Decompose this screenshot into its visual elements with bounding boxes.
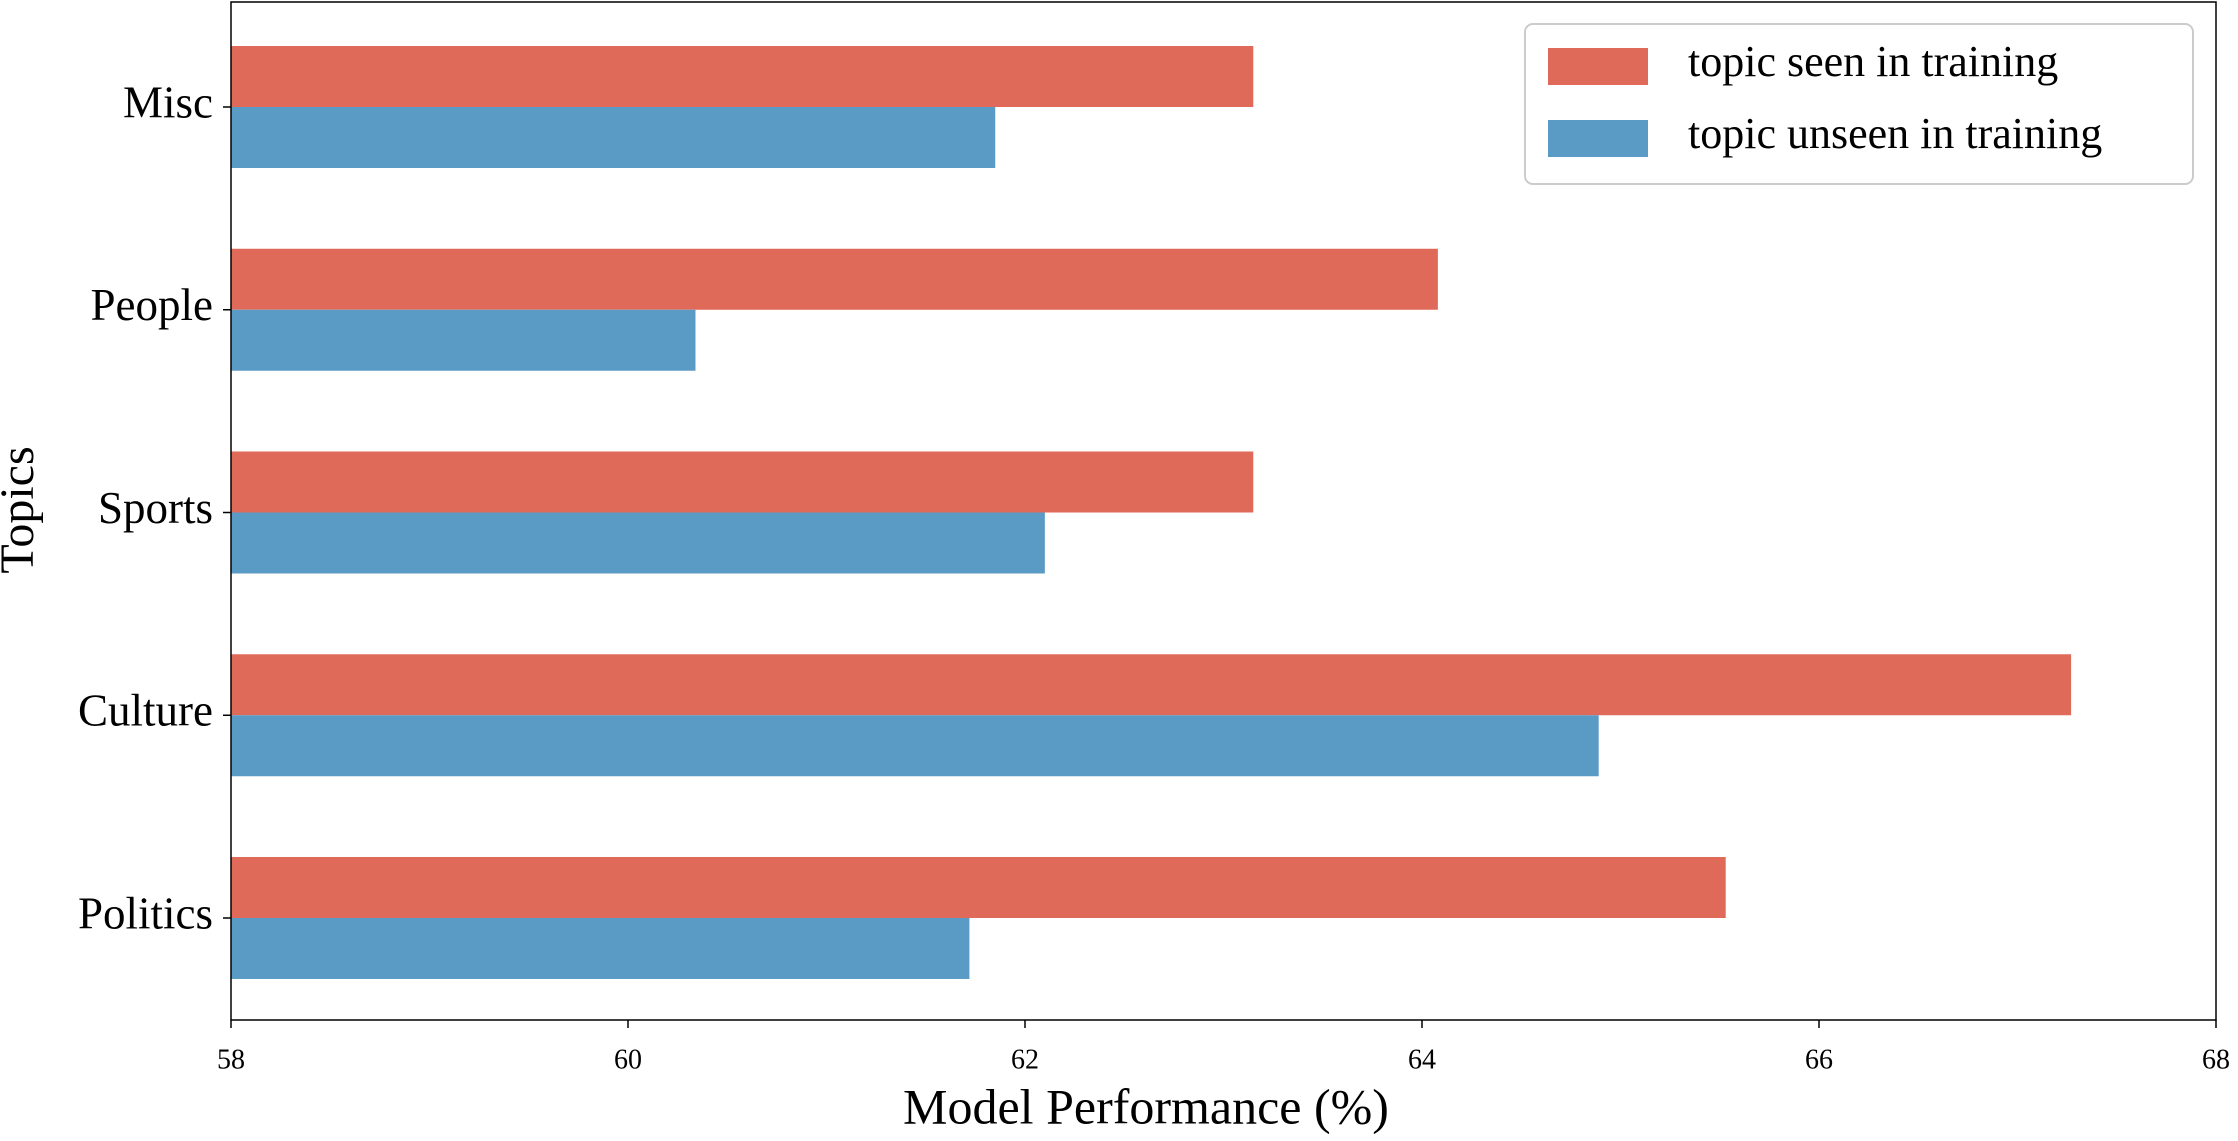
bar (231, 918, 970, 979)
x-tick-label: 60 (614, 1044, 642, 1075)
x-tick-label: 64 (1408, 1044, 1436, 1075)
x-tick-label: 62 (1011, 1044, 1039, 1075)
bar (231, 309, 696, 371)
legend-swatch (1548, 48, 1648, 85)
bar (231, 857, 1726, 918)
bar (231, 248, 1438, 310)
bar (231, 512, 1045, 574)
x-axis-label: Model Performance (%) (903, 1078, 1389, 1134)
y-tick-label: Sports (98, 483, 213, 533)
plot-frame (230, 1, 2217, 1021)
bar (231, 107, 996, 168)
legend-swatch (1548, 120, 1648, 157)
bar (231, 654, 2072, 716)
y-tick-label: Politics (78, 888, 213, 938)
y-tick-label: Culture (78, 686, 213, 736)
x-tick-label: 66 (1805, 1044, 1833, 1075)
legend-box (1524, 23, 2194, 185)
legend-label: topic seen in training (1688, 37, 2058, 86)
y-axis-label: Topics (0, 446, 44, 573)
bar (231, 715, 1599, 777)
y-tick-label: People (91, 280, 213, 330)
y-tick-label: Misc (123, 77, 213, 127)
bar (231, 451, 1254, 513)
bar (231, 46, 1254, 107)
legend-label: topic unseen in training (1688, 109, 2102, 158)
x-tick-label: 58 (217, 1044, 245, 1075)
x-tick-label: 68 (2202, 1044, 2230, 1075)
